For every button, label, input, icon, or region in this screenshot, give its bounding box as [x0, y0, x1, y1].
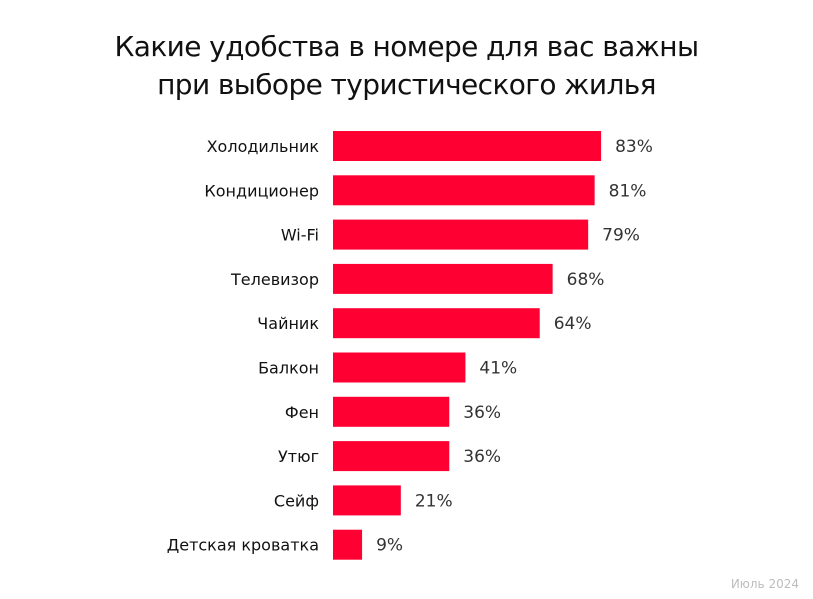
chart-title-line-1: Какие удобства в номере для вас важны: [114, 30, 699, 63]
bar: [333, 441, 450, 472]
value-label: 36%: [463, 447, 501, 467]
value-label: 9%: [376, 536, 403, 556]
value-label: 79%: [602, 226, 640, 246]
category-label: Холодильник: [207, 137, 320, 156]
bar: [333, 131, 602, 161]
category-label: Балкон: [258, 359, 319, 378]
bar: [333, 529, 363, 560]
bar: [333, 263, 553, 294]
bar: [333, 308, 540, 339]
bar: [333, 175, 595, 206]
category-label: Телевизор: [230, 270, 319, 289]
date-footnote: Июль 2024: [730, 577, 799, 591]
value-label: 81%: [609, 181, 647, 201]
bar: [333, 352, 466, 383]
value-label: 36%: [463, 403, 501, 423]
chart-title-line-2: при выборе туристического жилья: [157, 68, 656, 101]
bar: [333, 396, 450, 427]
category-label: Кондиционер: [204, 181, 319, 200]
category-label: Wi-Fi: [281, 226, 319, 245]
category-label: Утюг: [278, 447, 319, 466]
category-label: Детская кроватка: [167, 536, 319, 555]
chart-title: Какие удобства в номере для вас важны пр…: [0, 28, 813, 104]
bar: [333, 485, 401, 516]
category-label: Сейф: [274, 491, 319, 510]
value-label: 68%: [567, 270, 605, 290]
value-label: 64%: [554, 314, 592, 334]
value-label: 21%: [415, 491, 453, 511]
value-label: 83%: [615, 137, 653, 157]
value-label: 41%: [479, 359, 517, 379]
bar: [333, 219, 589, 250]
category-label: Фен: [285, 403, 319, 422]
category-label: Чайник: [257, 314, 319, 333]
